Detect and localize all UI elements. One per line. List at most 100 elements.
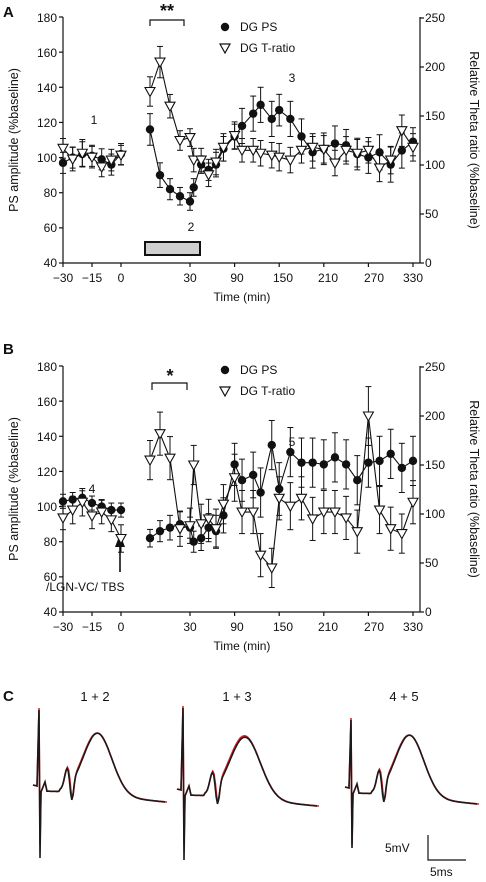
tratio-point bbox=[174, 524, 186, 535]
tratio-point bbox=[76, 148, 89, 160]
tratio-point bbox=[86, 511, 98, 523]
left-tick-label: 80 bbox=[44, 186, 58, 200]
ps-point bbox=[408, 456, 418, 466]
tratio-point bbox=[362, 145, 375, 157]
x-tick-label: 150 bbox=[273, 620, 293, 634]
x-tick-label: −15 bbox=[82, 271, 103, 285]
annotation-5: 5 bbox=[289, 435, 296, 449]
tratio-point bbox=[329, 158, 341, 170]
ps-point bbox=[58, 497, 68, 506]
tratio-point bbox=[228, 473, 241, 484]
tratio-point bbox=[317, 507, 330, 519]
x-tick-label: 330 bbox=[403, 271, 423, 285]
tratio-point bbox=[340, 513, 353, 525]
ps-point bbox=[341, 460, 351, 469]
tratio-point bbox=[154, 57, 166, 69]
left-tick-label: 60 bbox=[44, 570, 58, 584]
data-b bbox=[57, 365, 424, 616]
trace-after bbox=[32, 707, 168, 846]
tratio-point bbox=[210, 157, 222, 169]
x-tick-labels: −30 −15 0 30 90 150 210 270 330 bbox=[53, 620, 424, 634]
x-tick-labels: −30 −15 0 30 90 150 210 270 330 bbox=[53, 271, 424, 285]
trace-label: 1 + 2 bbox=[80, 689, 109, 704]
ps-point bbox=[248, 470, 258, 480]
tratio-point bbox=[144, 455, 156, 467]
ps-point bbox=[286, 114, 295, 124]
tratio-point bbox=[144, 86, 156, 98]
significance-bracket bbox=[149, 19, 185, 26]
left-tick-labels: 40 60 80 100 120 140 160 180 bbox=[37, 360, 57, 619]
tratio-point bbox=[202, 170, 215, 181]
tratio-point bbox=[86, 152, 98, 164]
data-a bbox=[57, 16, 424, 267]
significance-marker: * bbox=[166, 366, 173, 386]
ps-point bbox=[267, 440, 276, 450]
x-tick-label: 270 bbox=[364, 271, 384, 285]
annotation-4: 4 bbox=[89, 482, 96, 496]
significance-bracket bbox=[151, 382, 188, 390]
tratio-point bbox=[254, 148, 267, 160]
tratio-point bbox=[57, 143, 69, 155]
tratio-point bbox=[187, 155, 200, 167]
x-tick-label: 210 bbox=[318, 620, 338, 634]
x-tick-label: 0 bbox=[118, 620, 125, 634]
tratio-point bbox=[273, 493, 286, 505]
x-tick-label: 330 bbox=[403, 620, 423, 634]
left-tick-label: 120 bbox=[37, 465, 57, 479]
tratio-point bbox=[329, 507, 341, 519]
left-tick-label: 100 bbox=[37, 151, 57, 165]
left-tick-label: 40 bbox=[44, 605, 58, 619]
left-tick-label: 80 bbox=[44, 535, 58, 549]
ps-point bbox=[248, 109, 258, 118]
ps-point bbox=[308, 458, 317, 467]
x-tick-label: 0 bbox=[118, 271, 125, 285]
ps-point bbox=[237, 476, 247, 485]
tratio-point bbox=[95, 162, 108, 174]
tratio-line bbox=[149, 415, 414, 570]
x-tick-label: 210 bbox=[318, 271, 338, 285]
legend-marker-ps bbox=[220, 22, 230, 32]
tratio-point bbox=[362, 411, 375, 423]
ps-point bbox=[375, 456, 384, 466]
tratio-point bbox=[295, 145, 308, 157]
legend-label-ps: DG PS bbox=[240, 20, 277, 34]
scale-label-voltage: 5mV bbox=[385, 841, 410, 855]
right-tick-label: 50 bbox=[425, 207, 439, 221]
right-tick-label: 150 bbox=[425, 458, 445, 472]
tratio-point bbox=[407, 497, 419, 509]
x-tick-label: −15 bbox=[82, 620, 103, 634]
ps-point bbox=[397, 146, 407, 155]
tratio-point bbox=[164, 101, 176, 113]
ps-point bbox=[165, 185, 175, 194]
right-tick-labels: 0 50 100 150 200 250 bbox=[425, 360, 445, 619]
left-tick-label: 60 bbox=[44, 221, 58, 235]
annotation-2: 2 bbox=[188, 220, 195, 234]
panel-letter: C bbox=[3, 688, 14, 705]
tratio-point bbox=[115, 533, 127, 545]
legend-label-ps: DG PS bbox=[240, 363, 277, 377]
right-tick-label: 50 bbox=[425, 556, 439, 570]
ps-point bbox=[58, 158, 68, 168]
tratio-point bbox=[184, 133, 196, 144]
legend-marker-tratio bbox=[218, 43, 232, 55]
left-tick-label: 140 bbox=[37, 81, 57, 95]
tratio-point bbox=[115, 150, 127, 162]
tratio-point bbox=[105, 155, 118, 167]
y-axis-label-right: Relative Theta ratio (%baseline) bbox=[467, 51, 481, 229]
tratio-point bbox=[105, 515, 118, 527]
legend: DG PS DG T-ratio bbox=[218, 363, 295, 398]
tratio-point bbox=[247, 507, 260, 519]
tratio-point bbox=[395, 126, 408, 137]
right-tick-label: 200 bbox=[425, 409, 445, 423]
panel-b: B 40 60 80 100 120 140 160 180 0 50 100 … bbox=[3, 341, 481, 653]
right-tick-label: 100 bbox=[425, 507, 445, 521]
waveform-traces bbox=[32, 705, 480, 861]
scale-bar bbox=[427, 835, 466, 861]
ps-point bbox=[286, 447, 295, 457]
left-tick-label: 160 bbox=[37, 395, 57, 409]
tratio-point bbox=[202, 514, 215, 526]
ps-point bbox=[330, 139, 340, 148]
legend-label-tratio: DG T-ratio bbox=[240, 384, 295, 398]
left-tick-label: 140 bbox=[37, 430, 57, 444]
ps-point bbox=[275, 105, 284, 115]
